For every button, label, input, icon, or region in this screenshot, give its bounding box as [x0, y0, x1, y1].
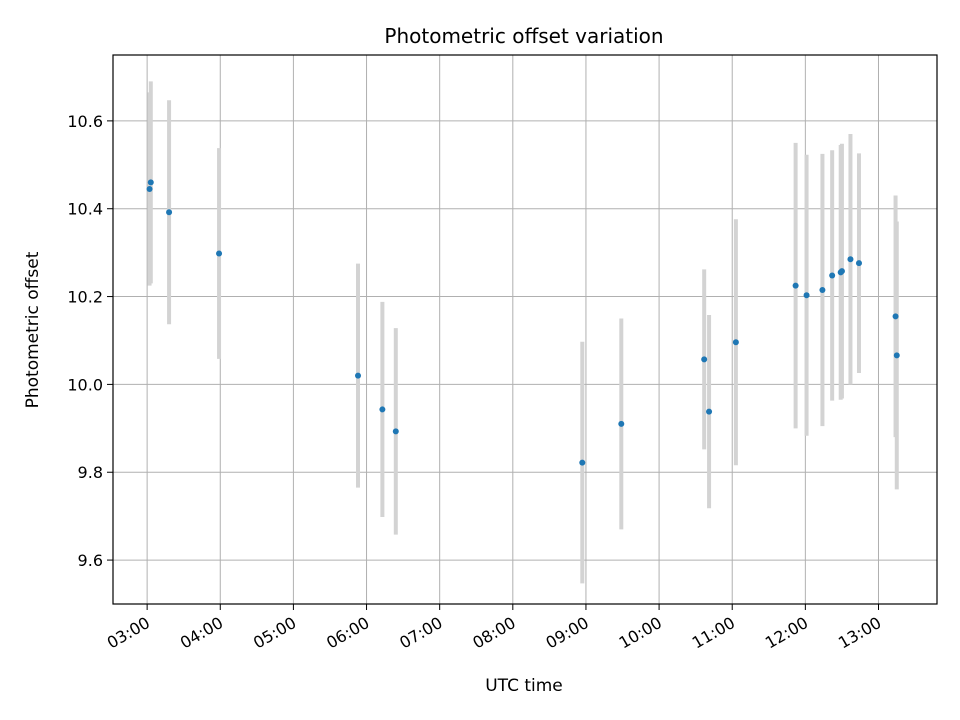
data-point — [829, 272, 836, 279]
data-point — [216, 250, 223, 257]
data-point — [892, 313, 899, 320]
data-point — [579, 459, 586, 466]
data-point — [732, 339, 739, 346]
data-point — [792, 282, 799, 289]
y-axis-ticks: 9.6 9.8 10.0 10.2 10.4 10.6 — [67, 112, 113, 570]
y-tick-label: 10.2 — [67, 288, 103, 307]
y-tick-label: 9.6 — [78, 551, 103, 570]
y-axis-label: Photometric offset — [23, 251, 43, 408]
plot-frame — [112, 54, 938, 605]
data-point — [379, 406, 386, 413]
data-points — [146, 179, 900, 466]
data-point — [838, 268, 845, 275]
data-point — [893, 352, 900, 359]
data-point — [146, 185, 153, 192]
data-point — [147, 179, 154, 186]
data-point — [706, 408, 713, 415]
data-point — [847, 256, 854, 263]
data-point — [392, 428, 399, 435]
y-tick-label: 9.8 — [78, 463, 103, 482]
data-point — [618, 420, 625, 427]
x-axis-label: UTC time — [485, 676, 563, 696]
data-point — [355, 372, 362, 379]
data-point — [701, 356, 708, 363]
data-point — [803, 292, 810, 299]
y-tick-label: 10.0 — [67, 375, 103, 394]
data-point — [855, 260, 862, 267]
y-tick-label: 10.4 — [67, 200, 103, 219]
chart-title: Photometric offset variation — [384, 24, 663, 48]
data-point — [166, 209, 173, 216]
data-point — [819, 286, 826, 293]
grid-lines — [113, 55, 937, 604]
y-tick-label: 10.6 — [67, 112, 103, 131]
